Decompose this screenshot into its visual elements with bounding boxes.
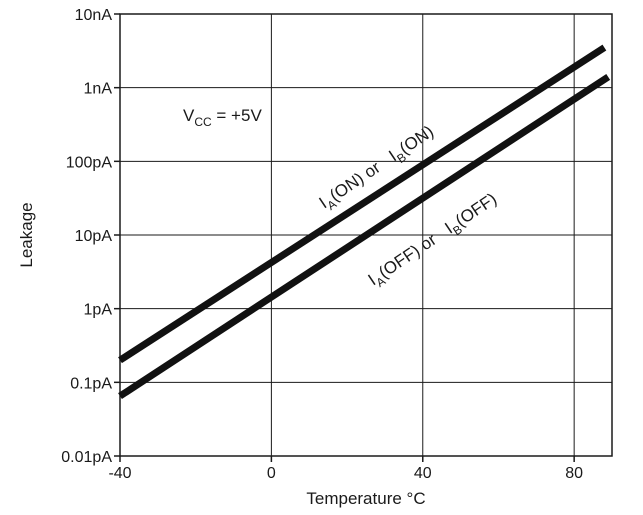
y-axis-label: Leakage bbox=[17, 202, 36, 267]
y-tick-label: 1pA bbox=[84, 302, 113, 319]
y-tick-label: 10nA bbox=[75, 7, 113, 24]
y-tick-labels: 10nA 1nA 100pA 10pA 1pA 0.1pA 0.01pA bbox=[61, 7, 120, 466]
series-line-on bbox=[118, 44, 607, 364]
y-tick-label: 0.1pA bbox=[70, 375, 112, 392]
vcc-annotation: VCC = +5V bbox=[183, 106, 262, 129]
x-tick-label: 40 bbox=[414, 465, 432, 482]
y-tick-label: 0.01pA bbox=[61, 449, 112, 466]
x-tick-label: -40 bbox=[108, 465, 131, 482]
x-tick-label: 80 bbox=[565, 465, 583, 482]
y-tick-label: 100pA bbox=[66, 154, 113, 171]
series-lines bbox=[118, 44, 611, 400]
y-tick-label: 1nA bbox=[84, 81, 113, 98]
x-axis-label: Temperature °C bbox=[306, 489, 425, 508]
x-tick-labels: -40 0 40 80 bbox=[108, 456, 583, 482]
x-tick-label: 0 bbox=[267, 465, 276, 482]
series-line-off bbox=[118, 73, 611, 400]
y-tick-label: 10pA bbox=[75, 228, 113, 245]
